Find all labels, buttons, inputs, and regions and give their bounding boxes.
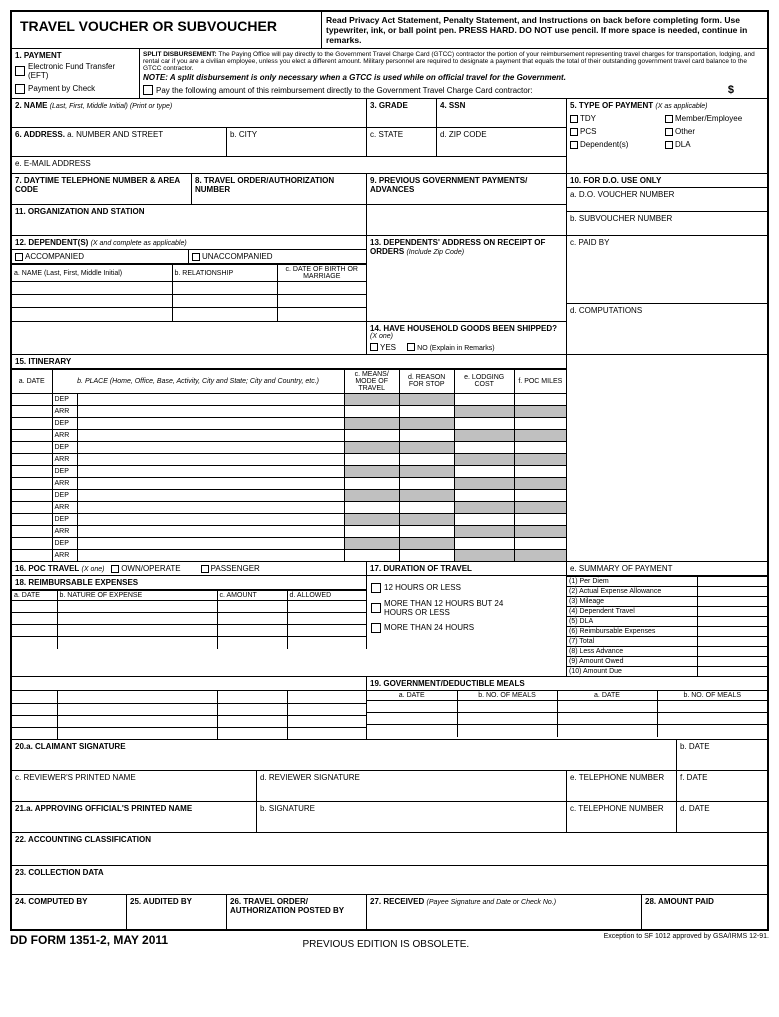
check-label: Payment by Check	[28, 84, 95, 93]
s1-label: 1. PAYMENT	[15, 51, 136, 60]
s10b: b. SUBVOUCHER NUMBER	[567, 212, 767, 232]
s26: 26. TRAVEL ORDER/ AUTHORIZATION POSTED B…	[227, 895, 367, 929]
dollar-sign: $	[728, 84, 734, 96]
s4-label: 4. SSN	[437, 99, 566, 127]
s6b: b. CITY	[227, 128, 367, 156]
s10c: c. PAID BY	[567, 236, 767, 304]
other-checkbox[interactable]	[665, 128, 673, 136]
s5-label: 5. TYPE OF PAYMENT	[570, 101, 653, 110]
form-container: TRAVEL VOUCHER OR SUBVOUCHER Read Privac…	[10, 10, 769, 931]
own-checkbox[interactable]	[111, 565, 119, 573]
dur24-checkbox[interactable]	[371, 603, 381, 613]
header-instructions: Read Privacy Act Statement, Penalty Stat…	[322, 12, 767, 48]
s2-label: 2. NAME	[15, 101, 47, 110]
s11: 11. ORGANIZATION AND STATION	[12, 205, 367, 235]
no-checkbox[interactable]	[407, 343, 415, 351]
summary-label: e. SUMMARY OF PAYMENT	[567, 562, 767, 576]
s23: 23. COLLECTION DATA	[12, 866, 767, 894]
s19: 19. GOVERNMENT/DEDUCTIBLE MEALS	[367, 677, 767, 690]
itinerary-table: a. DATE b. PLACE (Home, Office, Base, Ac…	[12, 369, 566, 562]
s10a: a. D.O. VOUCHER NUMBER	[567, 188, 767, 212]
split-disbursement: SPLIT DISBURSEMENT: The Paying Office wi…	[143, 51, 764, 72]
dep-checkbox[interactable]	[570, 141, 578, 149]
pay-following-label: Pay the following amount of this reimbur…	[156, 86, 698, 95]
durmore-checkbox[interactable]	[371, 623, 381, 633]
yes-checkbox[interactable]	[370, 343, 378, 351]
s20d: d. REVIEWER SIGNATURE	[257, 771, 567, 801]
s22: 22. ACCOUNTING CLASSIFICATION	[12, 833, 767, 865]
meals-table: a. DATEb. NO. OF MEALSa. DATEb. NO. OF M…	[367, 691, 767, 737]
s18: 18. REIMBURSABLE EXPENSES	[12, 576, 366, 590]
summary-table: (1) Per Diem (2) Actual Expense Allowanc…	[567, 576, 767, 676]
tdy-checkbox[interactable]	[570, 115, 578, 123]
s8: 8. TRAVEL ORDER/AUTHORIZATION NUMBER	[192, 174, 367, 204]
dependents-table: a. NAME (Last, First, Middle Initial)b. …	[12, 264, 366, 321]
member-checkbox[interactable]	[665, 115, 673, 123]
pay-following-checkbox[interactable]	[143, 85, 153, 95]
s25: 25. AUDITED BY	[127, 895, 227, 929]
form-number: DD FORM 1351-2, MAY 2011	[10, 933, 168, 947]
unacc-checkbox[interactable]	[192, 253, 200, 261]
s21b: b. SIGNATURE	[257, 802, 567, 832]
s3-label: 3. GRADE	[367, 99, 437, 127]
s20c: c. REVIEWER'S PRINTED NAME	[12, 771, 257, 801]
s20b: b. DATE	[677, 740, 767, 770]
s20a: 20.a. CLAIMANT SIGNATURE	[12, 740, 677, 770]
s6a: a. NUMBER AND STREET	[67, 130, 163, 139]
footer: DD FORM 1351-2, MAY 2011 PREVIOUS EDITIO…	[10, 933, 769, 950]
s7: 7. DAYTIME TELEPHONE NUMBER & AREA CODE	[12, 174, 192, 204]
s17: 17. DURATION OF TRAVEL	[367, 562, 566, 575]
s28: 28. AMOUNT PAID	[642, 895, 767, 929]
acc-checkbox[interactable]	[15, 253, 23, 261]
s20e: e. TELEPHONE NUMBER	[567, 771, 677, 801]
s21a: 21.a. APPROVING OFFICIAL'S PRINTED NAME	[12, 802, 257, 832]
eft-label: Electronic Fund Transfer (EFT)	[28, 62, 118, 80]
s6c: c. STATE	[367, 128, 437, 156]
s10d: d. COMPUTATIONS	[567, 304, 767, 317]
s6e: e. E-MAIL ADDRESS	[12, 157, 566, 173]
s21c: c. TELEPHONE NUMBER	[567, 802, 677, 832]
s6d: d. ZIP CODE	[437, 128, 566, 156]
expenses-table: a. DATEb. NATURE OF EXPENSEc. AMOUNTd. A…	[12, 590, 366, 649]
dla-checkbox[interactable]	[665, 141, 673, 149]
pass-checkbox[interactable]	[201, 565, 209, 573]
s20f: f. DATE	[677, 771, 767, 801]
check-checkbox[interactable]	[15, 84, 25, 94]
s24: 24. COMPUTED BY	[12, 895, 127, 929]
s9: 9. PREVIOUS GOVERNMENT PAYMENTS/ ADVANCE…	[367, 174, 566, 204]
s10: 10. FOR D.O. USE ONLY	[567, 174, 767, 188]
s21d: d. DATE	[677, 802, 767, 832]
exception-notice: Exception to SF 1012 approved by GSA/IRM…	[604, 933, 769, 940]
obsolete-notice: PREVIOUS EDITION IS OBSOLETE.	[302, 939, 469, 950]
split-note: NOTE: A split disbursement is only neces…	[143, 73, 764, 82]
s15: 15. ITINERARY	[12, 355, 566, 369]
pcs-checkbox[interactable]	[570, 128, 578, 136]
dur12-checkbox[interactable]	[371, 583, 381, 593]
form-title: TRAVEL VOUCHER OR SUBVOUCHER	[12, 12, 322, 48]
eft-checkbox[interactable]	[15, 66, 25, 76]
